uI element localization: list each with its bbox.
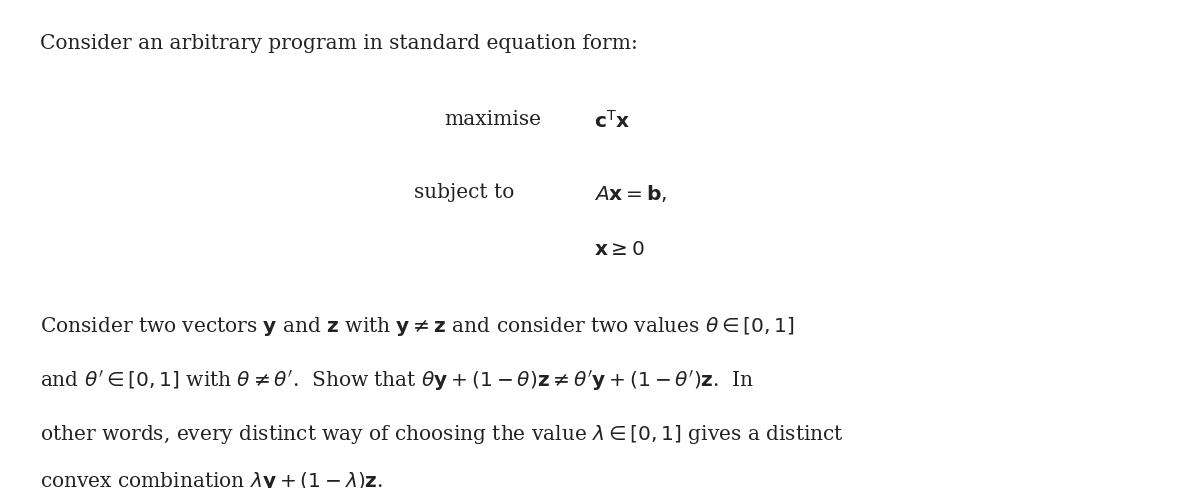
- Text: $\mathbf{c}^{\mathrm{T}}\mathbf{x}$: $\mathbf{c}^{\mathrm{T}}\mathbf{x}$: [594, 110, 630, 132]
- Text: other words, every distinct way of choosing the value $\lambda \in [0,1]$ gives : other words, every distinct way of choos…: [40, 422, 844, 445]
- Text: Consider an arbitrary program in standard equation form:: Consider an arbitrary program in standar…: [40, 34, 637, 53]
- Text: maximise: maximise: [444, 110, 541, 129]
- Text: convex combination $\lambda\mathbf{y} + (1-\lambda)\mathbf{z}$.: convex combination $\lambda\mathbf{y} + …: [40, 469, 383, 488]
- Text: and $\theta' \in [0,1]$ with $\theta \neq \theta'$.  Show that $\theta\mathbf{y}: and $\theta' \in [0,1]$ with $\theta \ne…: [40, 368, 754, 392]
- Text: $A\mathbf{x} = \mathbf{b},$: $A\mathbf{x} = \mathbf{b},$: [594, 183, 667, 204]
- Text: $\mathbf{x} \geq 0$: $\mathbf{x} \geq 0$: [594, 239, 646, 258]
- Text: Consider two vectors $\mathbf{y}$ and $\mathbf{z}$ with $\mathbf{y} \neq \mathbf: Consider two vectors $\mathbf{y}$ and $\…: [40, 315, 794, 338]
- Text: subject to: subject to: [414, 183, 515, 202]
